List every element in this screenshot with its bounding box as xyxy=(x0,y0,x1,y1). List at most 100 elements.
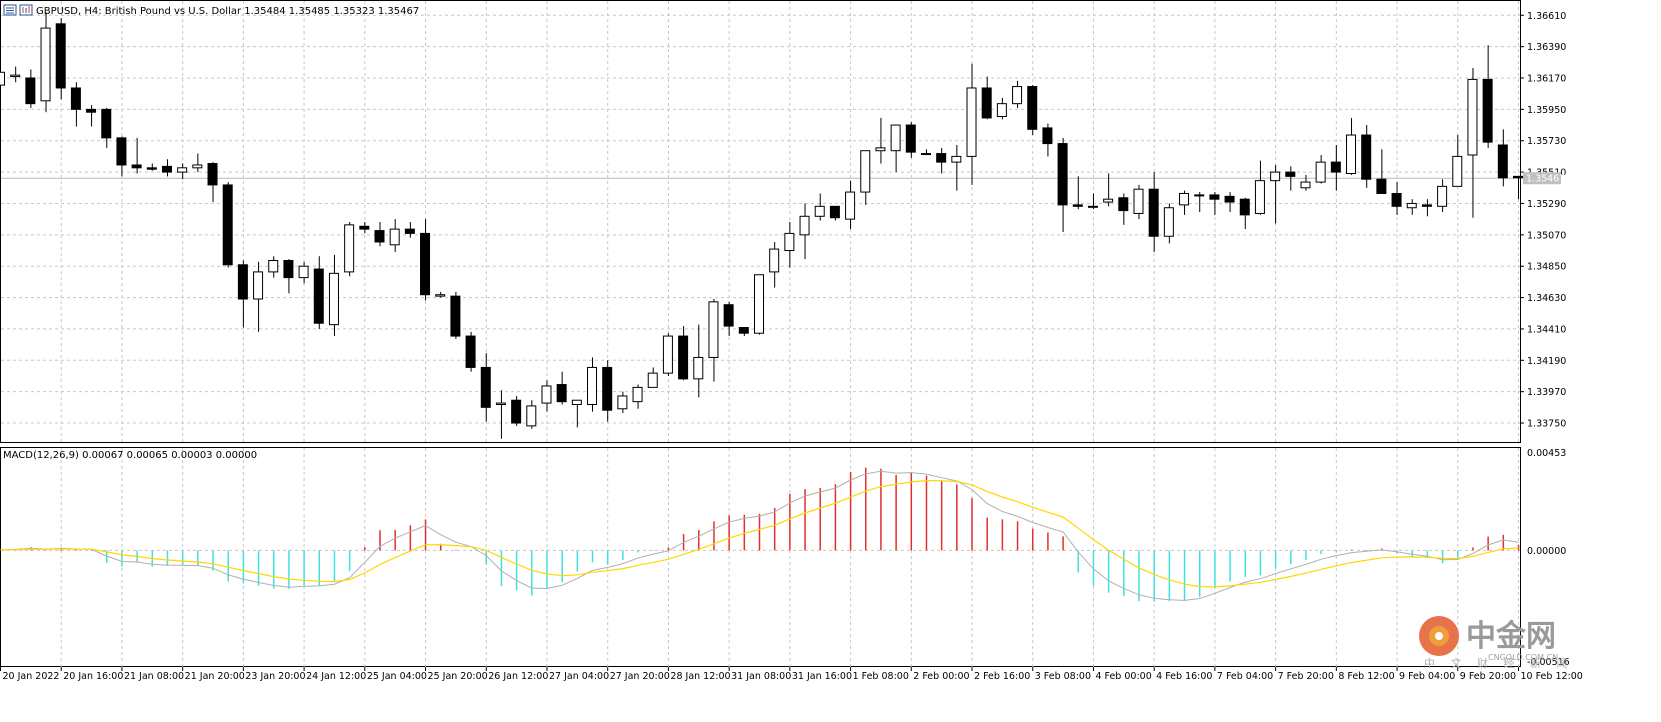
time-tick-label: 4 Feb 16:00 xyxy=(1156,671,1212,682)
candle xyxy=(860,150,871,205)
candle xyxy=(465,331,476,372)
candle xyxy=(1482,45,1493,148)
macd-axis: 0.00453 0.00000 -0.00516 xyxy=(1527,448,1570,668)
candle xyxy=(344,222,355,277)
candle-body-down xyxy=(738,327,749,334)
candle-body-up xyxy=(966,87,977,157)
candle-body-down xyxy=(1497,144,1508,179)
candle xyxy=(905,122,916,158)
candle-body-up xyxy=(799,215,810,236)
candle-body-up xyxy=(890,124,901,152)
time-tick-label: 20 Jan 2022 xyxy=(3,671,60,682)
candle-body-down xyxy=(1027,86,1038,130)
candle xyxy=(389,219,400,252)
candle-body-down xyxy=(131,164,142,169)
candle-body-down xyxy=(1148,188,1159,237)
macd-lines xyxy=(0,470,1519,601)
candle xyxy=(784,222,795,268)
candle-body-up xyxy=(845,191,856,220)
candle xyxy=(268,256,279,278)
time-tick-label: 21 Jan 20:00 xyxy=(185,671,245,682)
candle xyxy=(10,66,21,83)
price-tick-label: 1.36610 xyxy=(1527,11,1566,22)
candle-body-down xyxy=(1042,127,1053,145)
time-tick-label: 23 Jan 20:00 xyxy=(245,671,305,682)
candle xyxy=(1421,199,1432,217)
candle-body-down xyxy=(222,184,233,266)
candle-body-up xyxy=(541,385,552,404)
time-tick-label: 20 Jan 16:00 xyxy=(63,671,123,682)
macd-signal-line xyxy=(0,479,1519,588)
candle-body-up xyxy=(875,147,886,152)
candle xyxy=(222,182,233,268)
candle xyxy=(1087,193,1098,210)
candle xyxy=(1391,182,1402,215)
candle xyxy=(359,222,370,234)
time-tick-label: 25 Jan 20:00 xyxy=(428,671,488,682)
candle xyxy=(617,391,628,414)
candle-body-down xyxy=(678,335,689,380)
candle xyxy=(450,291,461,339)
candle-body-down xyxy=(55,23,66,89)
candle-body-up xyxy=(814,205,825,217)
candle-body-down xyxy=(237,264,248,300)
time-tick-label: 2 Feb 00:00 xyxy=(913,671,969,682)
candle-body-up xyxy=(1133,188,1144,214)
candle-body-down xyxy=(1482,78,1493,143)
candle xyxy=(70,82,81,127)
candle-body-up xyxy=(1270,171,1281,182)
candle-body-down xyxy=(359,225,370,230)
candlesticks xyxy=(0,12,1523,439)
candle xyxy=(1285,166,1296,191)
watermark-slogan: 中 文 财 经 新 闻 xyxy=(1424,656,1573,670)
candle xyxy=(1376,149,1387,194)
candle xyxy=(1179,190,1190,215)
candle xyxy=(192,153,203,173)
macd-tick-label: 0.00000 xyxy=(1527,546,1566,557)
candle-body-down xyxy=(1330,161,1341,173)
candle-body-down xyxy=(70,87,81,110)
candle-body-up xyxy=(754,274,764,334)
candle-body-up xyxy=(632,386,643,403)
candle xyxy=(131,137,142,174)
candle-body-up xyxy=(1087,205,1098,208)
candle xyxy=(404,222,415,238)
candle xyxy=(283,259,294,294)
macd-panel-frame xyxy=(0,447,1521,667)
candle xyxy=(541,380,552,412)
candle-body-up xyxy=(435,294,446,297)
time-tick-label: 26 Jan 12:00 xyxy=(488,671,548,682)
candle-body-up xyxy=(951,155,962,163)
candle xyxy=(25,69,36,108)
candle-body-up xyxy=(1179,192,1190,206)
candle-body-up xyxy=(526,405,537,427)
time-axis: 20 Jan 2022 20 Jan 16:00 21 Jan 08:00 21 Ja… xyxy=(0,667,1583,682)
candle xyxy=(511,395,522,426)
candle-body-down xyxy=(283,259,294,279)
candle xyxy=(1315,154,1326,184)
watermark-url: CNGOLD.COM.CN xyxy=(1488,653,1558,662)
candle-body-down xyxy=(602,366,613,411)
candle-body-down xyxy=(404,228,415,234)
price-tick-label: 1.34630 xyxy=(1527,293,1566,304)
candle xyxy=(1224,192,1235,213)
candle-body-down xyxy=(905,124,916,153)
chart-properties-icon[interactable] xyxy=(19,4,33,16)
candle xyxy=(966,63,977,185)
candle-body-up xyxy=(344,224,355,273)
candle xyxy=(951,145,962,191)
candle-body-up xyxy=(268,259,279,273)
candle xyxy=(890,124,901,173)
candle xyxy=(161,159,172,177)
candle xyxy=(556,371,567,405)
candle xyxy=(253,261,264,332)
candle xyxy=(920,149,931,156)
candle-body-up xyxy=(10,74,21,78)
price-tick-label: 1.34190 xyxy=(1527,356,1566,367)
candle-body-down xyxy=(465,335,476,368)
time-tick-label: 7 Feb 04:00 xyxy=(1217,671,1273,682)
candle-body-down xyxy=(450,295,461,337)
price-tick-label: 1.33970 xyxy=(1527,387,1566,398)
candle-body-up xyxy=(1163,207,1174,237)
candle xyxy=(799,203,810,260)
